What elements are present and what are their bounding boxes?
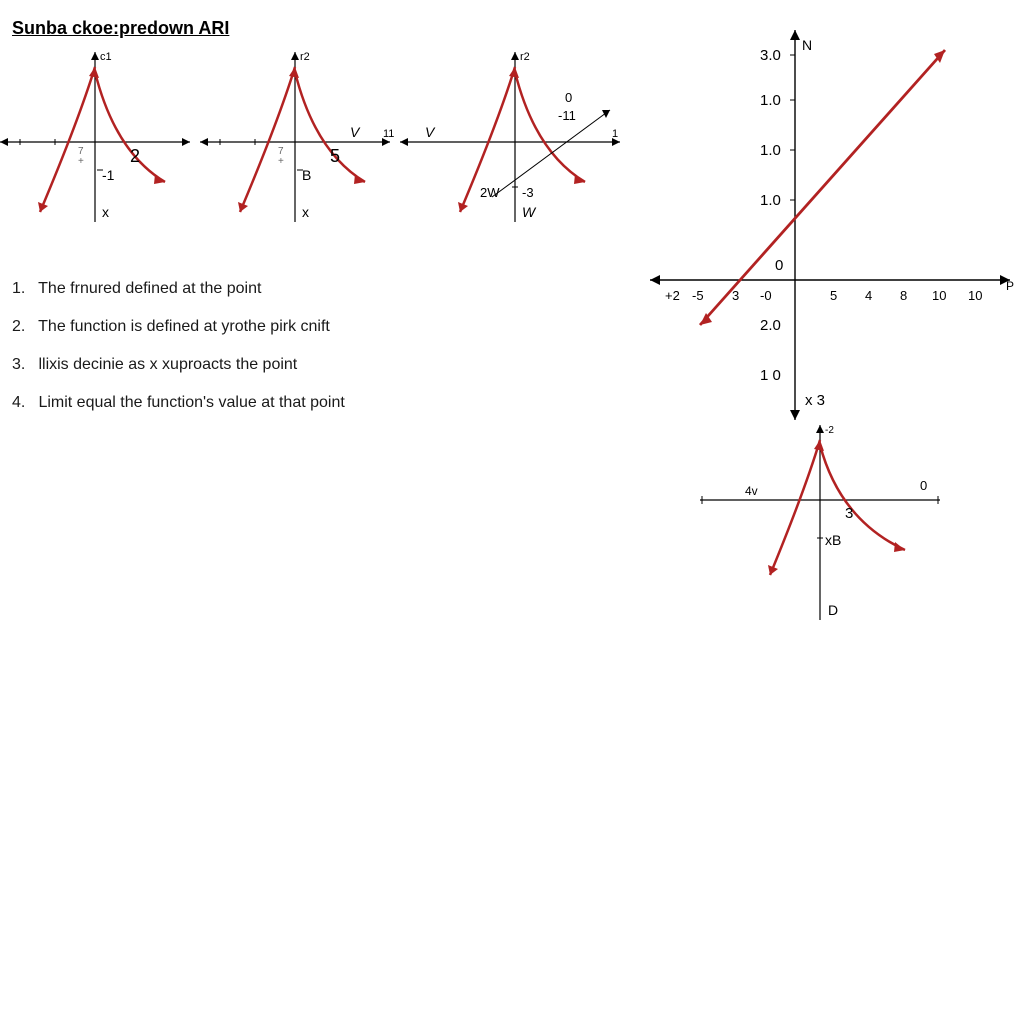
svg-text:-1: -1 [102,167,115,183]
small-chart-1: c1 2 -1 x 7 + [0,42,200,232]
svg-text:-11: -11 [558,108,576,123]
svg-text:4: 4 [865,288,872,303]
svg-text:x: x [102,204,109,220]
svg-text:W: W [522,204,537,220]
svg-text:10: 10 [932,288,946,303]
svg-text:V: V [350,124,361,140]
svg-text:N: N [802,37,812,53]
svg-text:x 3: x 3 [805,392,825,409]
list-number: 1. [12,280,34,298]
svg-text:r2: r2 [300,51,310,63]
svg-text:2.0: 2.0 [760,317,781,334]
svg-text:3: 3 [732,288,739,303]
svg-text:11: 11 [383,128,394,140]
list-item: 4. Limit equal the function's value at t… [12,394,345,412]
list-text: llixis decinie as x xuproacts the point [38,356,297,373]
bottom-chart: -2 4v 0 3 xB D [690,420,950,630]
svg-text:B: B [302,167,311,183]
list-text: The frnured defined at the point [38,280,261,297]
svg-text:5: 5 [830,288,837,303]
svg-text:2: 2 [130,146,140,166]
small-chart-3: r2 0 -11 1 2W -3 W V [400,42,630,232]
svg-text:3: 3 [845,505,853,522]
list-number: 3. [12,356,34,374]
svg-text:4v: 4v [745,484,758,498]
list-item: 3. llixis decinie as x xuproacts the poi… [12,356,345,374]
svg-text:0: 0 [920,478,927,493]
svg-text:+: + [278,156,284,167]
large-chart: 3.0 1.0 1.0 1.0 0 2.0 1 0 +2 -5 3 -0 5 4… [640,20,1020,440]
list-text: The function is defined at yrothe pirk c… [38,318,330,335]
svg-text:0: 0 [775,257,783,274]
svg-text:10: 10 [968,288,982,303]
svg-text:5: 5 [330,146,340,166]
list-item: 1. The frnured defined at the point [12,280,345,298]
svg-text:3.0: 3.0 [760,47,781,64]
svg-text:x: x [302,204,309,220]
list-number: 4. [12,394,34,412]
svg-text:xB: xB [825,532,841,548]
svg-text:1.0: 1.0 [760,192,781,209]
svg-text:8: 8 [900,288,907,303]
svg-text:1.0: 1.0 [760,142,781,159]
definition-list: 1. The frnured defined at the point 2. T… [12,280,345,432]
svg-text:-2: -2 [825,425,834,436]
list-item: 2. The function is defined at yrothe pir… [12,318,345,336]
small-chart-2: r2 5 B x 7 + V 11 [200,42,400,232]
svg-text:1 0: 1 0 [760,367,781,384]
svg-text:r2: r2 [520,51,530,63]
svg-text:0: 0 [565,90,572,105]
svg-text:-3: -3 [522,185,534,200]
svg-text:-5: -5 [692,288,704,303]
svg-text:-0: -0 [760,288,772,303]
svg-text:P: P [1006,279,1014,293]
svg-text:D: D [828,602,838,618]
svg-text:+: + [78,156,84,167]
page-title: Sunba ckoe:predown ARI [12,18,229,39]
svg-text:+2: +2 [665,288,680,303]
list-text: Limit equal the function's value at that… [38,394,344,411]
svg-text:1: 1 [612,128,618,140]
list-number: 2. [12,318,34,336]
svg-text:2W: 2W [480,185,500,200]
svg-text:1.0: 1.0 [760,92,781,109]
svg-text:V: V [425,124,436,140]
svg-text:c1: c1 [100,51,112,63]
